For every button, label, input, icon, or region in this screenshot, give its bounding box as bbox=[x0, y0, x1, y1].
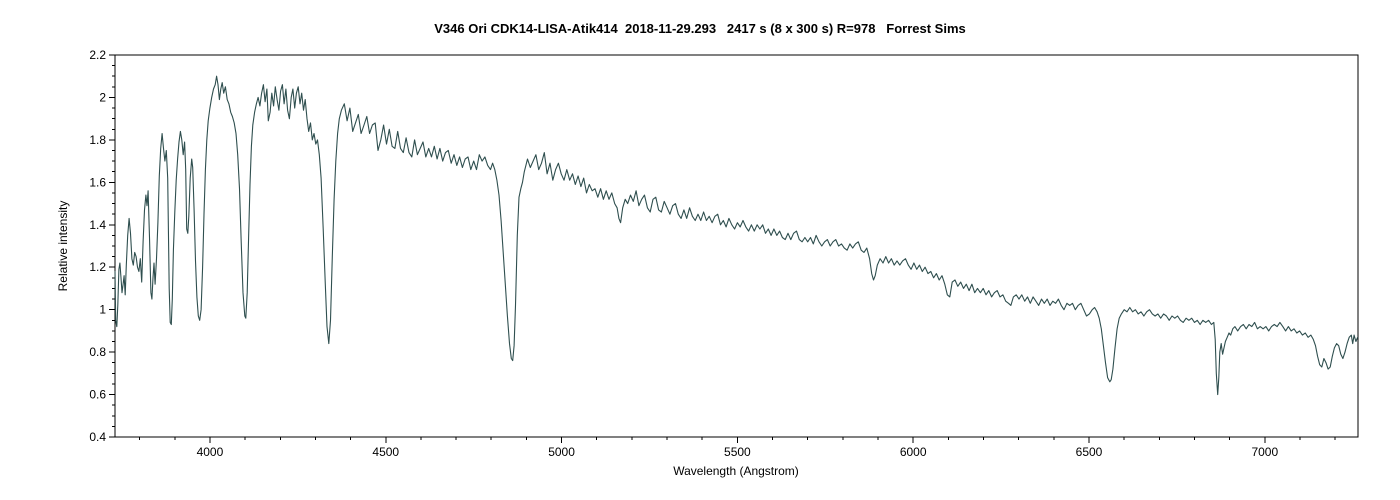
plot-frame bbox=[114, 54, 1359, 438]
y-tick-label: 2 bbox=[99, 90, 106, 104]
y-tick-label: 0.6 bbox=[89, 388, 106, 402]
y-tick-label: 1.6 bbox=[89, 175, 106, 189]
y-tick-label: 0.4 bbox=[89, 430, 106, 444]
y-tick-label: 2.2 bbox=[89, 48, 106, 62]
y-tick-label: 1.4 bbox=[89, 218, 106, 232]
y-tick-label: 1.2 bbox=[89, 260, 106, 274]
y-axis-label: Relative intensity bbox=[56, 200, 70, 292]
x-axis-label: Wavelength (Angstrom) bbox=[673, 464, 799, 478]
axes bbox=[109, 54, 1359, 443]
chart-title: V346 Ori CDK14-LISA-Atik414 2018-11-29.2… bbox=[434, 21, 966, 36]
spectrum-line bbox=[114, 75, 1359, 396]
y-tick-label: 0.8 bbox=[89, 345, 106, 359]
x-tick-label: 6000 bbox=[900, 445, 927, 459]
x-tick-label: 4500 bbox=[372, 445, 399, 459]
y-tick-label: 1.8 bbox=[89, 133, 106, 147]
x-tick-label: 5500 bbox=[724, 445, 751, 459]
x-tick-label: 4000 bbox=[197, 445, 224, 459]
x-tick-label: 5000 bbox=[548, 445, 575, 459]
x-tick-label: 7000 bbox=[1251, 445, 1278, 459]
y-tick-label: 1 bbox=[99, 303, 106, 317]
x-tick-label: 6500 bbox=[1076, 445, 1103, 459]
